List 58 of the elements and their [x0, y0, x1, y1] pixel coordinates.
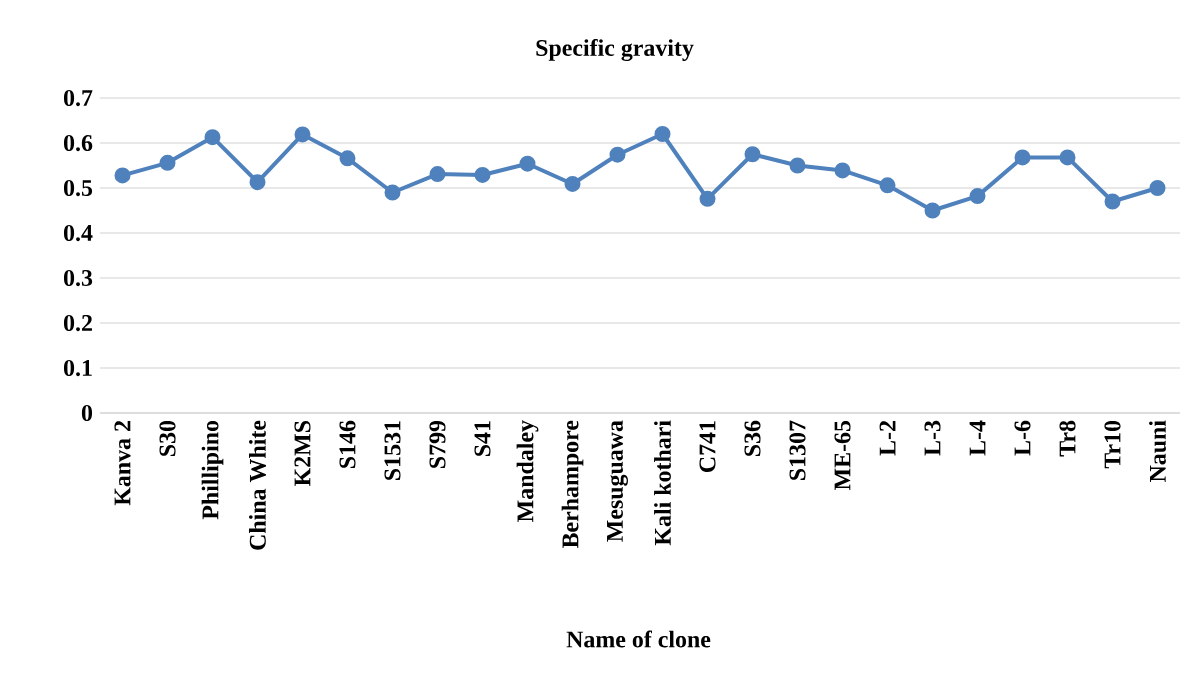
x-tick-label: Kanva 2: [114, 421, 131, 506]
point: [204, 129, 221, 146]
x-tick-label: S1531: [384, 421, 401, 480]
point: [969, 188, 986, 205]
y-tick-label: 0: [81, 404, 93, 422]
x-tick-label: S146: [339, 420, 356, 468]
point: [474, 166, 491, 183]
x-tick-label: Mandaley: [516, 420, 539, 522]
x-tick-label: S36: [744, 420, 761, 456]
x-tick-label: ME-65: [834, 420, 851, 491]
point: [789, 157, 806, 174]
point: [1149, 180, 1166, 197]
point: [429, 166, 446, 183]
y-tick-label: 0.5: [63, 179, 93, 197]
x-tick-label: Nauni: [1149, 420, 1166, 483]
x-axis-title: Name of clone: [566, 630, 711, 648]
x-tick-label: China White: [249, 420, 266, 550]
x-tick-label: L-6: [1014, 420, 1031, 456]
point: [654, 126, 671, 143]
x-tick-label: Berhampore: [561, 420, 584, 549]
y-tick-label: 0.4: [63, 224, 93, 242]
point: [744, 146, 761, 163]
x-tick-label: Tr8: [1059, 420, 1076, 457]
x-tick-label: S30: [159, 420, 176, 456]
x-tick-label: L-2: [879, 421, 896, 456]
point: [1014, 149, 1031, 166]
point: [699, 190, 716, 207]
x-tick-label: C741: [699, 421, 716, 473]
point: [249, 174, 266, 191]
y-tick-label: 0.2: [63, 314, 92, 332]
point: [924, 202, 941, 219]
y-tick-label: 0.6: [63, 134, 93, 152]
point: [1104, 193, 1121, 210]
x-tick-label: K2MS: [294, 421, 311, 487]
point: [159, 154, 176, 171]
point: [519, 155, 536, 172]
point: [609, 146, 626, 163]
y-tick-label: 0.7: [63, 89, 93, 107]
point: [1059, 149, 1076, 166]
y-tick-label: 0.1: [63, 359, 92, 377]
x-tick-label: L-3: [924, 420, 941, 456]
x-tick-label: Tr10: [1104, 420, 1121, 469]
x-tick-label: Phillipino: [201, 420, 224, 520]
x-tick-label: S1307: [789, 420, 806, 480]
point: [294, 126, 311, 143]
x-tick-label: Mesuguawa: [607, 420, 628, 542]
point: [879, 177, 896, 194]
point: [834, 162, 851, 179]
point: [114, 167, 131, 184]
x-tick-label: S799: [429, 420, 446, 468]
point: [339, 150, 356, 167]
point: [384, 184, 401, 201]
y-tick-label: 0.3: [63, 269, 93, 287]
x-tick-label: Kali kothari: [654, 420, 671, 546]
point: [564, 175, 581, 192]
x-tick-label: L-4: [969, 420, 986, 456]
chart-title: Specific gravity: [536, 38, 694, 62]
x-tick-label: S41: [474, 421, 491, 456]
